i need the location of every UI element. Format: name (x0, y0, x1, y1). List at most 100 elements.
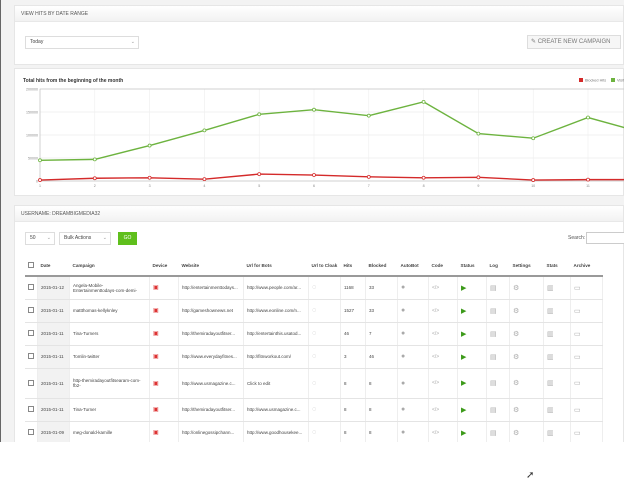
column-header-status[interactable]: Status (457, 256, 487, 277)
play-icon[interactable]: ▶ (461, 284, 467, 292)
campaign-cell[interactable]: Angela-Mobile-Entertainmenttodays-com-de… (69, 276, 150, 300)
campaign-cell[interactable]: Tina-Turner (69, 398, 150, 422)
column-header-date[interactable]: Date (37, 256, 70, 277)
url-for-bots-cell[interactable]: http://www.eonline.com/n... (243, 299, 309, 323)
search-input[interactable] (586, 232, 624, 244)
play-icon[interactable]: ▶ (461, 307, 467, 315)
campaign-cell[interactable]: mattthomas-kellyknley (69, 299, 150, 323)
column-header-stats[interactable]: Stats (543, 256, 571, 277)
android-icon[interactable]: ● (401, 429, 406, 436)
column-header-url-for-bots[interactable]: Url for Bots (243, 256, 309, 277)
row-checkbox[interactable] (28, 353, 34, 359)
code-icon[interactable]: </> (432, 284, 440, 291)
campaign-cell[interactable]: http-themiradayoutfitsearam-com-fb2- (69, 368, 150, 399)
row-checkbox[interactable] (28, 330, 34, 336)
play-icon[interactable]: ▶ (461, 330, 467, 338)
column-header-log[interactable]: Log (486, 256, 510, 277)
column-header-autobot[interactable]: AutoBot (397, 256, 429, 277)
archive-icon[interactable]: ▭ (574, 307, 581, 315)
bar-chart-icon[interactable]: ▥ (547, 330, 554, 338)
gear-icon[interactable]: ⚙ (513, 380, 520, 387)
archive-icon[interactable]: ▭ (574, 380, 581, 387)
code-icon[interactable]: </> (432, 406, 440, 413)
android-icon[interactable]: ● (401, 353, 406, 360)
android-icon[interactable]: ● (401, 406, 406, 413)
website-cell[interactable]: http://www.everydayfitnes... (178, 345, 244, 369)
log-icon[interactable]: ▤ (490, 353, 497, 361)
archive-icon[interactable]: ▭ (574, 284, 581, 292)
archive-icon[interactable]: ▭ (574, 406, 581, 414)
website-cell[interactable]: http://onlinegossipchann... (178, 421, 244, 442)
code-icon[interactable]: </> (432, 330, 440, 337)
url-for-bots-cell[interactable]: http://www.people.com/ar... (243, 276, 309, 300)
log-icon[interactable]: ▤ (490, 406, 497, 414)
column-header-device[interactable]: Device (149, 256, 179, 277)
website-cell[interactable]: http://themiradayoutfitser... (178, 398, 244, 422)
row-checkbox[interactable] (28, 429, 34, 435)
bar-chart-icon[interactable]: ▥ (547, 353, 554, 361)
archive-icon[interactable]: ▭ (574, 429, 581, 437)
code-icon[interactable]: </> (432, 380, 440, 386)
column-header-campaign[interactable]: Campaign (69, 256, 150, 277)
bar-chart-icon[interactable]: ▥ (547, 429, 554, 437)
row-checkbox[interactable] (28, 284, 34, 291)
row-checkbox[interactable] (28, 406, 34, 412)
date-range-select[interactable]: Today ⌄ (25, 36, 139, 49)
campaign-cell[interactable]: meg-donald-kamille (69, 421, 150, 442)
website-cell[interactable]: http://www.usmagazine.c... (178, 368, 244, 399)
refresh-icon[interactable]: ◌ (312, 307, 317, 314)
column-header-archive[interactable]: Archive (570, 256, 603, 277)
go-button[interactable]: GO (118, 232, 137, 245)
url-for-bots-cell[interactable]: http://www.usmagazine.c... (243, 398, 309, 422)
page-size-select[interactable]: 50 ⌄ (25, 232, 55, 245)
android-icon[interactable]: ● (401, 330, 406, 337)
android-icon[interactable]: ● (401, 307, 406, 314)
column-header-settings[interactable]: Settings (509, 256, 544, 277)
play-icon[interactable]: ▶ (461, 380, 467, 387)
url-for-bots-cell[interactable]: http://www.goodhousekee... (243, 421, 309, 442)
website-cell[interactable]: http://gameshownews.net (178, 299, 244, 323)
website-cell[interactable]: http://themiradayoutfitser... (178, 322, 244, 346)
website-cell[interactable]: http://entertainmenttodays... (178, 276, 244, 300)
create-campaign-button[interactable]: ✎ CREATE NEW CAMPAIGN (527, 35, 621, 49)
bar-chart-icon[interactable]: ▥ (547, 406, 554, 414)
bar-chart-icon[interactable]: ▥ (547, 380, 554, 387)
select-all-checkbox[interactable] (28, 262, 34, 268)
bulk-actions-select[interactable]: Bulk Actions ⌄ (59, 232, 111, 245)
column-header-blocked[interactable]: Blocked (365, 256, 398, 277)
log-icon[interactable]: ▤ (490, 380, 497, 387)
refresh-icon[interactable]: ◌ (312, 429, 317, 436)
log-icon[interactable]: ▤ (490, 330, 497, 338)
gear-icon[interactable]: ⚙ (513, 406, 520, 414)
log-icon[interactable]: ▤ (490, 429, 497, 437)
code-icon[interactable]: </> (432, 307, 440, 314)
url-for-bots-cell[interactable]: http://fitnworkout.com/ (243, 345, 309, 369)
url-for-bots-cell[interactable]: Click to edit (243, 368, 309, 399)
gear-icon[interactable]: ⚙ (513, 353, 520, 361)
refresh-icon[interactable]: ◌ (312, 353, 317, 360)
gear-icon[interactable]: ⚙ (513, 307, 520, 315)
gear-icon[interactable]: ⚙ (513, 330, 520, 338)
play-icon[interactable]: ▶ (461, 353, 467, 361)
column-header-url-to-cloak[interactable]: Url to Cloak (308, 256, 341, 277)
archive-icon[interactable]: ▭ (574, 353, 581, 361)
url-for-bots-cell[interactable]: http://entertainthis.usatod... (243, 322, 309, 346)
code-icon[interactable]: </> (432, 353, 440, 360)
column-header-website[interactable]: Website (178, 256, 244, 277)
bar-chart-icon[interactable]: ▥ (547, 307, 554, 315)
bar-chart-icon[interactable]: ▥ (547, 284, 554, 292)
campaign-cell[interactable]: Tina-Turners (69, 322, 150, 346)
column-header-code[interactable]: Code (428, 256, 458, 277)
archive-icon[interactable]: ▭ (574, 330, 581, 338)
play-icon[interactable]: ▶ (461, 429, 467, 437)
refresh-icon[interactable]: ◌ (312, 379, 317, 387)
play-icon[interactable]: ▶ (461, 406, 467, 414)
row-checkbox[interactable] (28, 379, 34, 386)
campaign-cell[interactable]: Tomlin-twitter (69, 345, 150, 369)
log-icon[interactable]: ▤ (490, 284, 497, 292)
code-icon[interactable]: </> (432, 429, 440, 436)
log-icon[interactable]: ▤ (490, 307, 497, 315)
refresh-icon[interactable]: ◌ (312, 406, 317, 413)
column-header-hits[interactable]: Hits (340, 256, 366, 277)
gear-icon[interactable]: ⚙ (513, 429, 520, 437)
